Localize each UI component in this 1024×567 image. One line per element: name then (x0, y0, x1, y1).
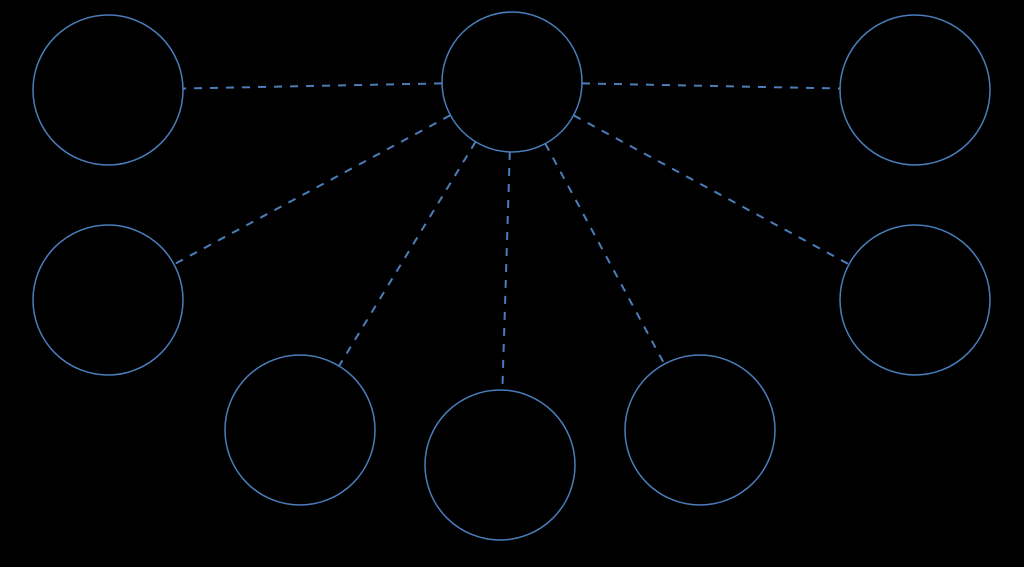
outer-node (840, 15, 990, 165)
outer-node (625, 355, 775, 505)
outer-node (33, 225, 183, 375)
edge (339, 142, 476, 366)
outer-node (425, 390, 575, 540)
edge (174, 115, 450, 264)
outer-node (33, 15, 183, 165)
center-node (442, 12, 582, 152)
nodes-layer (33, 12, 990, 540)
edge (574, 115, 849, 264)
edge (582, 83, 840, 88)
edge (183, 83, 442, 88)
edge (502, 152, 509, 390)
outer-node (840, 225, 990, 375)
edge (545, 144, 664, 364)
radial-diagram (0, 0, 1024, 567)
outer-node (225, 355, 375, 505)
